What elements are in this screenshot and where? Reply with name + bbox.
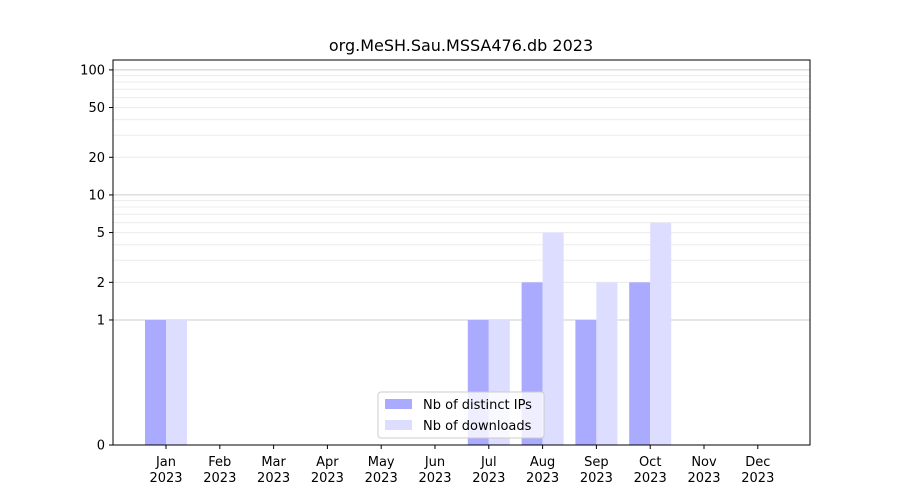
x-tick-label-month: Mar [261,455,286,470]
x-tick-label-year: 2023 [257,471,290,486]
legend-label: Nb of distinct IPs [423,398,532,413]
x-tick-label-month: Dec [745,455,770,470]
y-tick-label: 50 [88,101,105,116]
x-tick-label-year: 2023 [580,471,613,486]
chart-title: org.MeSH.Sau.MSSA476.db 2023 [329,36,593,55]
y-axis: 0 1 2 5 10 20 50 100 [80,63,113,454]
x-axis: Jan2023Feb2023Mar2023Apr2023May2023Jun20… [149,445,774,486]
x-tick-label-year: 2023 [203,471,236,486]
x-tick-label-month: Jun [424,455,445,470]
y-tick-label: 20 [88,151,105,166]
x-tick-label-month: Jan [155,455,176,470]
legend: Nb of distinct IPs Nb of downloads [377,391,545,439]
x-tick-label-year: 2023 [365,471,398,486]
grid [113,69,810,321]
x-tick-label-year: 2023 [634,471,667,486]
legend-box [377,391,545,439]
x-tick-label-year: 2023 [418,471,451,486]
legend-swatch [385,420,412,430]
y-tick-label: 100 [80,63,105,78]
x-tick-label-year: 2023 [741,471,774,486]
y-tick-label: 1 [97,313,105,328]
y-tick-label: 10 [88,188,105,203]
x-tick-label-month: Aug [530,455,555,470]
bar-downloads [166,319,187,445]
x-tick-label-year: 2023 [311,471,344,486]
bar-downloads [542,232,564,445]
bar-downloads [650,222,672,445]
x-tick-label-month: Oct [639,455,661,470]
y-tick-label: 5 [97,226,105,241]
legend-swatch [385,399,412,409]
x-tick-label-year: 2023 [687,471,720,486]
x-tick-label-year: 2023 [526,471,559,486]
plot-frame [112,59,811,446]
x-tick-label-month: Jul [480,455,497,470]
x-tick-label-year: 2023 [149,471,182,486]
x-tick-label-month: Feb [208,455,231,470]
x-tick-label-year: 2023 [472,471,505,486]
y-tick-label: 0 [97,439,105,454]
x-tick-label-month: Apr [316,455,339,470]
y-tick-label: 2 [97,276,105,291]
bar-downloads [596,282,618,445]
legend-label: Nb of downloads [423,419,532,434]
bar-ips [145,319,166,445]
bar-ips [629,282,651,445]
x-tick-label-month: May [368,455,395,470]
x-tick-label-month: Sep [584,455,609,470]
x-tick-label-month: Nov [691,455,717,470]
bar-ips [575,319,597,445]
